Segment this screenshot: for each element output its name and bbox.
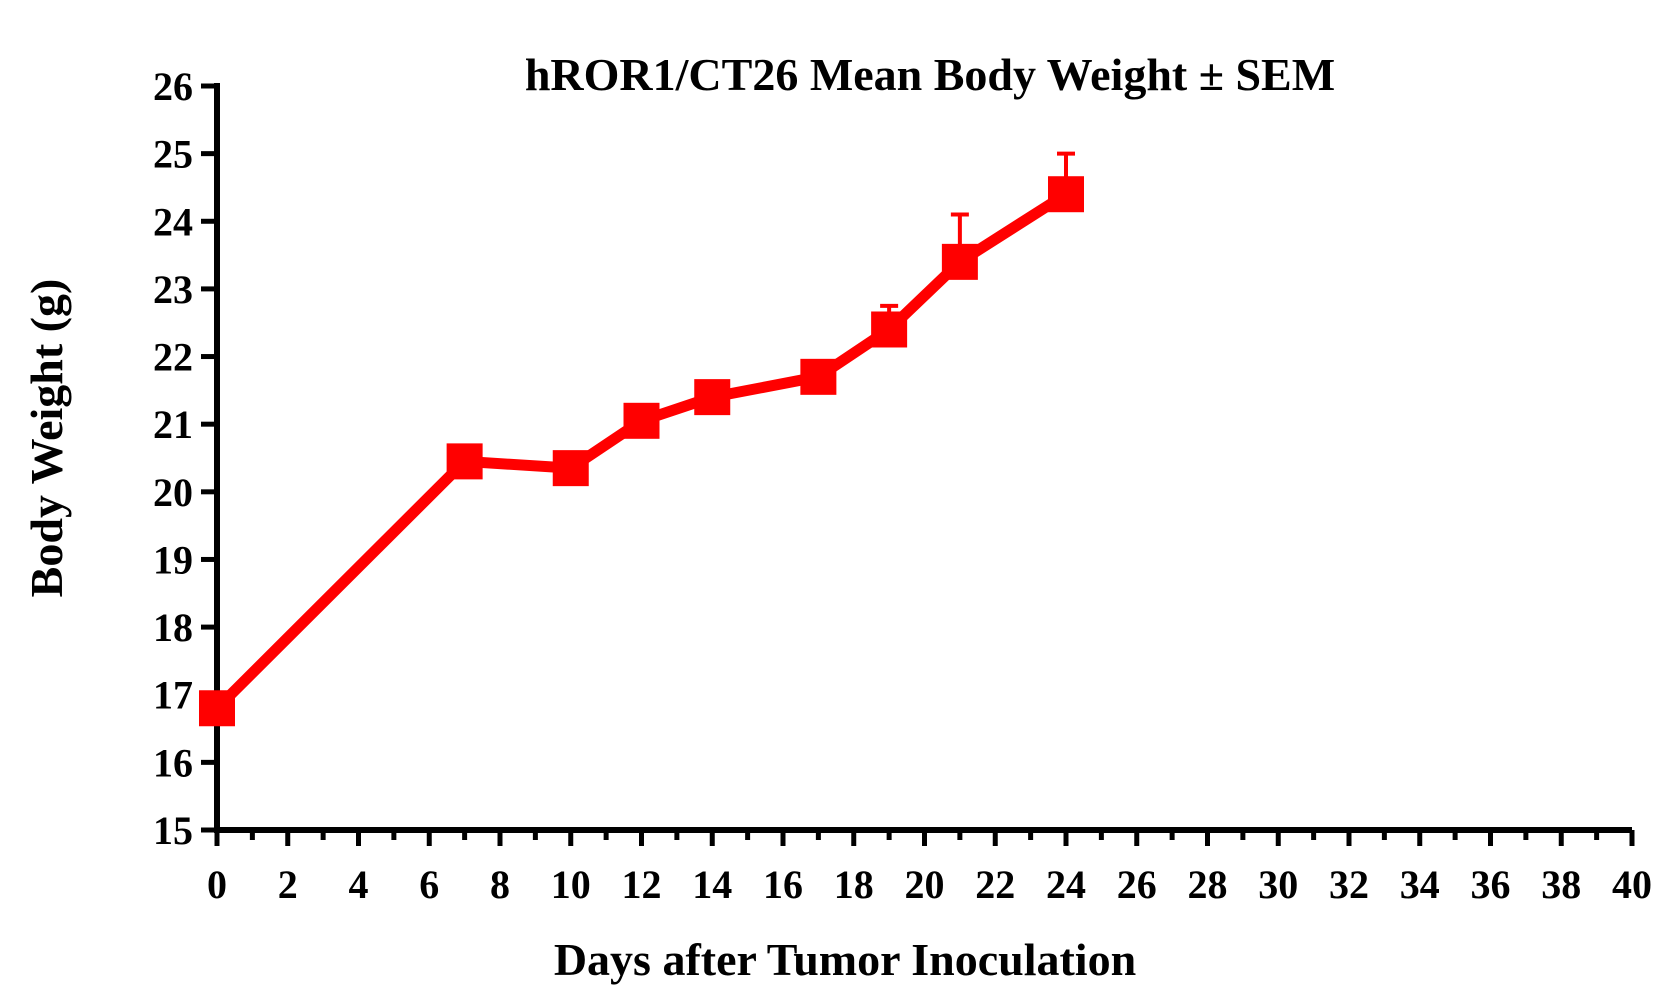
y-tick-label: 16 (153, 740, 193, 785)
x-tick-label: 2 (278, 862, 298, 907)
x-tick-label: 20 (905, 862, 945, 907)
x-tick-label: 34 (1400, 862, 1440, 907)
data-point-marker (871, 311, 908, 348)
x-tick-label: 24 (1046, 862, 1086, 907)
x-axis-label: Days after Tumor Inoculation (554, 934, 1136, 985)
data-point-marker (694, 379, 731, 416)
data-point-marker (199, 690, 235, 727)
y-tick-label: 15 (153, 808, 193, 853)
x-tick-label: 4 (349, 862, 369, 907)
x-tick-label: 40 (1612, 862, 1652, 907)
data-point-marker (623, 402, 660, 439)
x-tick-label: 28 (1188, 862, 1228, 907)
x-tick-label: 38 (1541, 862, 1581, 907)
x-tick-label: 16 (763, 862, 803, 907)
x-tick-label: 6 (419, 862, 439, 907)
y-tick-label: 17 (153, 673, 193, 718)
y-tick-label: 20 (153, 470, 193, 515)
x-tick-label: 10 (551, 862, 591, 907)
x-tick-label: 0 (207, 862, 227, 907)
series-line (213, 189, 1069, 713)
y-tick-label: 24 (153, 199, 193, 244)
x-tick-label: 32 (1329, 862, 1369, 907)
y-tick-label: 22 (153, 335, 193, 380)
y-tick-label: 25 (153, 132, 193, 177)
x-tick-label: 36 (1471, 862, 1511, 907)
y-tick-label: 23 (153, 267, 193, 312)
x-tick-label: 30 (1258, 862, 1298, 907)
data-point-marker (552, 450, 589, 487)
x-tick-label: 12 (622, 862, 662, 907)
data-point-marker (446, 443, 483, 480)
data-point-marker (941, 243, 978, 280)
x-tick-label: 18 (834, 862, 874, 907)
data-point-marker (1048, 176, 1084, 213)
y-axis-label: Body Weight (g) (21, 279, 72, 598)
x-tick-label: 14 (692, 862, 732, 907)
y-tick-label: 19 (153, 537, 193, 582)
x-tick-label: 8 (490, 862, 510, 907)
y-tick-label: 18 (153, 605, 193, 650)
x-tick-label: 26 (1117, 862, 1157, 907)
y-tick-label: 26 (153, 64, 193, 109)
y-tick-label: 21 (153, 402, 193, 447)
chart-title: hROR1/CT26 Mean Body Weight ± SEM (525, 49, 1335, 100)
x-tick-label: 22 (975, 862, 1015, 907)
data-point-marker (800, 358, 837, 395)
